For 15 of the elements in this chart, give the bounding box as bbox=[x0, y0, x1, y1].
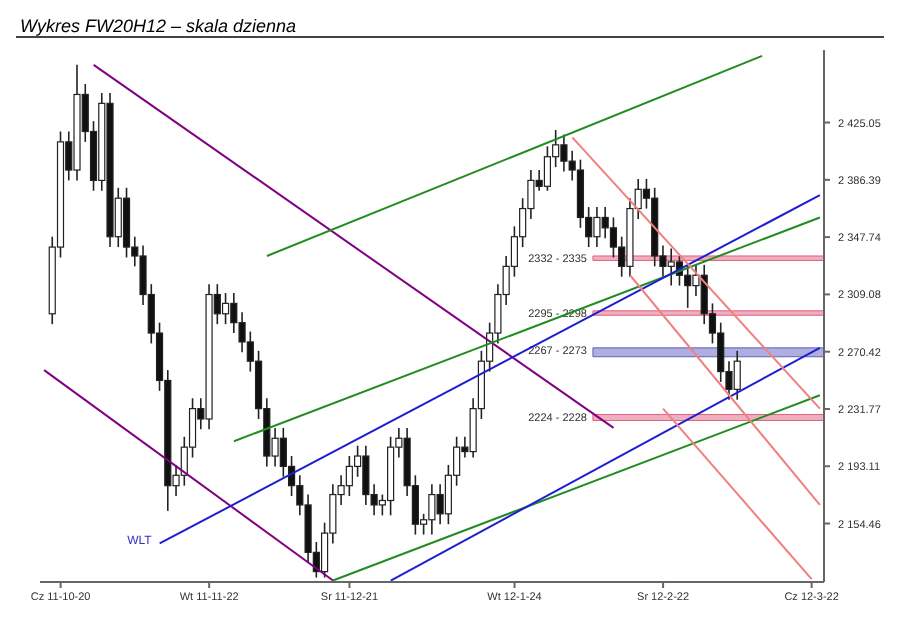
candlestick bbox=[684, 264, 692, 309]
candlestick bbox=[543, 145, 552, 192]
chart-title: Wykres FW20H12 – skala dzienna bbox=[16, 16, 884, 38]
candlestick bbox=[576, 158, 585, 229]
candlestick bbox=[560, 133, 568, 173]
candlestick bbox=[733, 350, 741, 401]
candlestick bbox=[609, 216, 618, 259]
candlestick bbox=[221, 292, 230, 325]
candlestick bbox=[279, 427, 287, 478]
candlestick bbox=[593, 206, 601, 248]
candlestick bbox=[667, 247, 675, 287]
candlestick bbox=[436, 483, 444, 526]
candlestick bbox=[428, 483, 436, 536]
candlestick bbox=[345, 455, 353, 497]
candlestick bbox=[717, 321, 725, 383]
